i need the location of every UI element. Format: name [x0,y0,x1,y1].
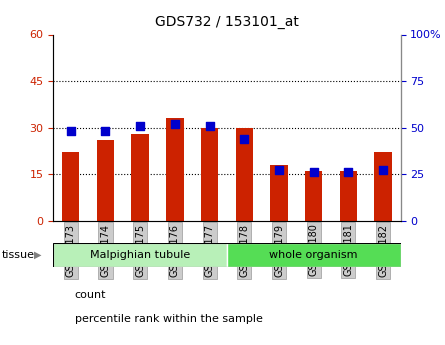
Bar [340,171,357,221]
Text: ▶: ▶ [34,250,41,259]
Text: count: count [75,290,106,300]
Bar [62,152,80,221]
Text: Malpighian tubule: Malpighian tubule [90,250,190,260]
Point [275,168,283,173]
Bar [227,243,400,267]
Point [380,168,387,173]
Point [102,129,109,134]
Bar [236,128,253,221]
Bar [97,140,114,221]
Bar [53,243,227,267]
Bar [132,134,149,221]
Text: tissue: tissue [2,250,35,259]
Bar [305,171,323,221]
Text: whole organism: whole organism [270,250,358,260]
Point [67,129,74,134]
Point [241,136,248,141]
Title: GDS732 / 153101_at: GDS732 / 153101_at [155,15,299,29]
Point [206,123,213,129]
Point [171,121,178,127]
Bar [271,165,288,221]
Point [137,123,144,129]
Text: percentile rank within the sample: percentile rank within the sample [75,314,263,324]
Point [345,170,352,175]
Bar [166,118,184,221]
Bar [375,152,392,221]
Point [310,170,317,175]
Bar [201,128,218,221]
